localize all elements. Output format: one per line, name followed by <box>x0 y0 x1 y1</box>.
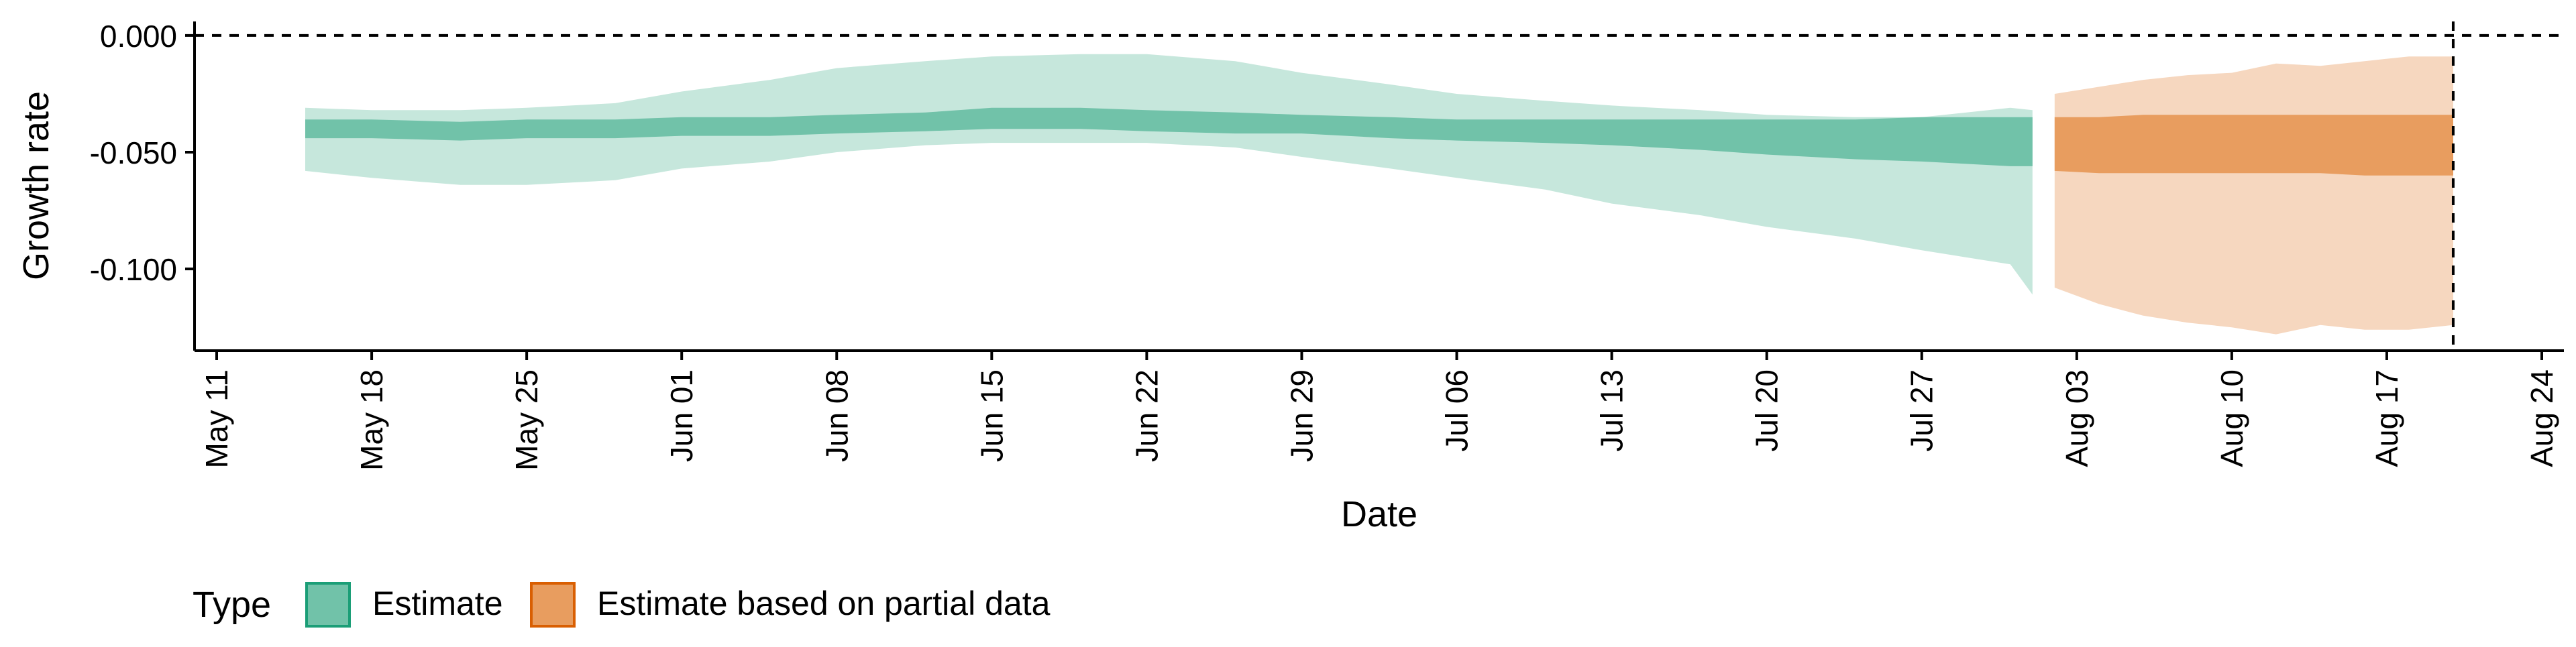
axes-layer <box>193 21 2564 352</box>
y-tick-layer: 0.000 -0.050 -0.100 <box>90 19 195 287</box>
x-tick-label: Jun 22 <box>1129 369 1164 462</box>
estimate-outer-band <box>305 54 2033 295</box>
x-tick-label: Aug 17 <box>2369 369 2404 467</box>
x-tick-label: Jul 06 <box>1440 369 1474 452</box>
x-tick-label: Jul 20 <box>1750 369 1784 452</box>
reference-lines <box>195 21 2564 351</box>
x-tick-layer: May 11 May 18 May 25 Jun 01 Jun 08 Jun 15 Jun … <box>199 351 2559 471</box>
y-tick-label: -0.050 <box>90 135 177 170</box>
estimate-based-on-partial-data-inner-band <box>2054 115 2453 176</box>
x-tick-label: May 11 <box>199 369 234 468</box>
x-tick-label: Aug 10 <box>2214 369 2249 467</box>
x-axis-title: Date <box>1341 494 1417 534</box>
legend-title: Type <box>193 585 271 625</box>
legend-key-partial <box>530 582 576 628</box>
x-tick-label: May 25 <box>509 369 544 471</box>
legend-label-estimate: Estimate <box>372 585 503 622</box>
x-tick-label: Jun 29 <box>1285 369 1320 462</box>
x-tick-label: Aug 24 <box>2524 369 2559 467</box>
legend: Type Estimate Estimate based on partial … <box>193 582 1051 628</box>
estimate-inner-band <box>305 107 2033 166</box>
legend-label-partial: Estimate based on partial data <box>597 585 1051 622</box>
x-tick-label: Jun 15 <box>974 369 1009 462</box>
legend-key-estimate <box>305 582 351 628</box>
x-tick-label: Jun 08 <box>819 369 854 462</box>
y-tick-label: -0.100 <box>90 252 177 287</box>
x-tick-label: Jul 13 <box>1595 369 1629 452</box>
x-tick-label: May 18 <box>354 369 389 471</box>
x-tick-label: Aug 03 <box>2059 369 2094 467</box>
band-layer <box>305 54 2453 335</box>
x-tick-label: Jul 27 <box>1904 369 1939 452</box>
estimate-based-on-partial-data-outer-band <box>2054 56 2453 335</box>
x-tick-label: Jun 01 <box>664 369 699 462</box>
y-axis-title: Growth rate <box>16 91 56 280</box>
y-tick-label: 0.000 <box>100 19 177 54</box>
